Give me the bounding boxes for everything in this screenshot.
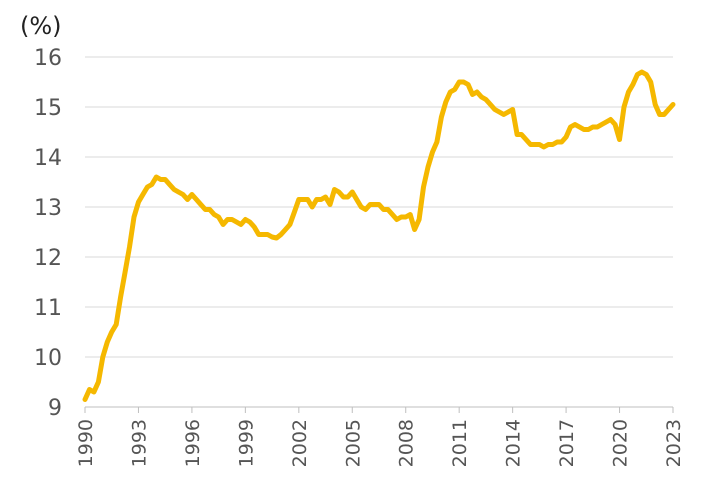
series-line — [82, 69, 676, 402]
y-tick-label: 9 — [48, 396, 62, 421]
y-tick-label: 16 — [34, 46, 62, 71]
x-tick-label: 2011 — [449, 419, 471, 467]
y-tick-label: 11 — [34, 296, 62, 321]
y-axis-ticks: 9 10 11 12 13 14 15 16 — [34, 46, 62, 421]
x-tick-label: 1999 — [235, 419, 257, 467]
x-tick-label: 1993 — [128, 419, 150, 467]
gridlines — [85, 56, 673, 358]
x-tick-label: 2005 — [342, 419, 364, 467]
x-tick-label: 2008 — [396, 419, 418, 467]
x-tick-label: 1996 — [182, 419, 204, 467]
x-tick-label: 1990 — [75, 419, 97, 467]
series-group — [82, 69, 676, 402]
x-tick-label: 2014 — [503, 419, 525, 467]
y-tick-label: 14 — [34, 146, 62, 171]
x-axis-ticks: 1990 1993 1996 1999 2002 2005 2008 2011 2014 2017… — [75, 407, 685, 467]
y-tick-label: 12 — [34, 246, 62, 271]
y-axis-unit-label: (%) — [20, 12, 62, 40]
y-tick-label: 10 — [34, 346, 62, 371]
y-tick-label: 15 — [34, 96, 62, 121]
x-tick-label: 2023 — [663, 419, 685, 467]
y-tick-label: 13 — [34, 196, 62, 221]
x-tick-label: 2017 — [556, 419, 578, 467]
x-tick-label: 2002 — [289, 419, 311, 467]
x-tick-label: 2020 — [610, 419, 632, 467]
